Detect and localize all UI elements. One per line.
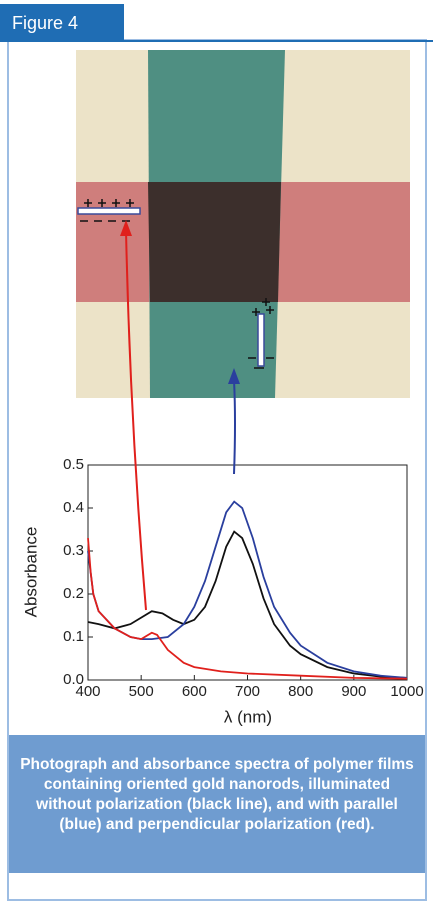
x-tick-label: 1000 xyxy=(390,683,423,700)
series-line xyxy=(87,538,408,680)
x-tick-label: 700 xyxy=(235,683,260,700)
x-tick-label: 400 xyxy=(75,683,100,700)
y-tick-label: 0.1 xyxy=(63,628,84,645)
header-tab xyxy=(0,4,124,42)
y-tick-label: 0.5 xyxy=(63,456,84,473)
x-tick-label: 900 xyxy=(341,683,366,700)
y-axis-label: Absorbance xyxy=(21,527,40,618)
plot-frame xyxy=(87,464,408,681)
series-line xyxy=(87,530,408,679)
series-line xyxy=(87,500,408,679)
y-tick-label: 0.4 xyxy=(63,499,84,516)
x-tick-label: 600 xyxy=(182,683,207,700)
y-tick-label: 0.0 xyxy=(63,671,84,688)
photo xyxy=(76,50,410,398)
y-tick-label: 0.2 xyxy=(63,585,84,602)
y-tick-label: 0.3 xyxy=(63,542,84,559)
arrows xyxy=(120,220,240,611)
x-tick-label: 800 xyxy=(288,683,313,700)
header-title: Figure 4 xyxy=(12,13,78,33)
plot: 0.0 0.1 0.2 0.3 0.4 0.5 400 500 600 700 800 900 1000 xyxy=(63,456,424,700)
x-axis-label: λ (nm) xyxy=(224,707,272,726)
caption: Photograph and absorbance spectra of pol… xyxy=(9,735,425,873)
x-tick-label: 500 xyxy=(129,683,154,700)
